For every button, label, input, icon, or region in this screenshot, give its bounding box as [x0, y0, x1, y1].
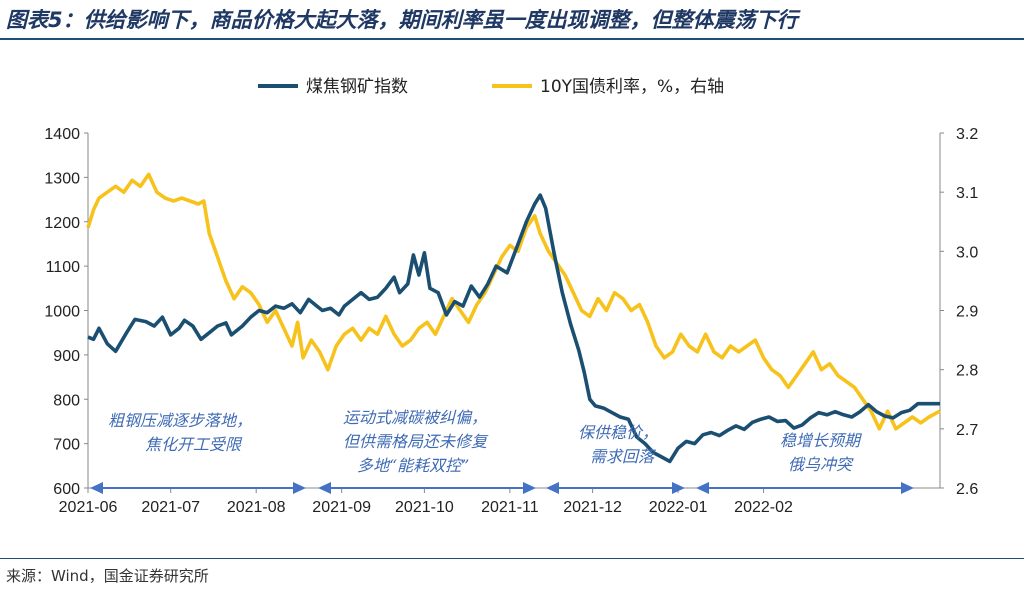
right-tick-label: 3.0: [956, 244, 978, 261]
period-arrow-head-left: [546, 482, 559, 494]
left-tick-label: 700: [53, 437, 80, 454]
annotation-2-line-2: 但供需格局还未修复: [343, 432, 489, 451]
period-arrow-head-left: [90, 482, 103, 494]
annotation-3-line-1: 保供稳价，: [578, 423, 658, 442]
period-arrow-head-right: [901, 482, 914, 494]
left-tick-label: 1000: [44, 304, 80, 321]
left-axis-ticks: 600 700 800 900 1000 1100 1200 1300 1400: [44, 126, 88, 498]
right-tick-label: 3.2: [956, 126, 978, 143]
line-chart: 煤焦钢矿指数 10Y国债利率，%，右轴 600 700 800 900 1000 1100…: [44, 77, 978, 516]
x-tick-label: 2021-07: [141, 499, 200, 516]
right-tick-label: 2.8: [956, 363, 978, 380]
left-tick-label: 600: [53, 481, 80, 498]
right-tick-label: 2.6: [956, 481, 978, 498]
legend: 煤焦钢矿指数 10Y国债利率，%，右轴: [258, 77, 724, 97]
left-tick-label: 1400: [44, 126, 80, 143]
footer-divider: [0, 558, 1024, 559]
period-arrows: [90, 482, 914, 494]
annotation-3: 保供稳价， 需求回落: [578, 423, 658, 466]
annotation-1-line-1: 粗钢压减逐步落地，: [108, 411, 252, 430]
left-tick-label: 1200: [44, 215, 80, 232]
right-tick-label: 2.9: [956, 304, 978, 321]
period-arrow-head-right: [293, 482, 306, 494]
period-arrow-head-left: [696, 482, 709, 494]
annotation-2-line-3: 多地“能耗双控”: [357, 456, 469, 475]
annotation-2-line-1: 运动式减碳被纠偏，: [343, 408, 487, 427]
left-tick-label: 900: [53, 348, 80, 365]
x-tick-label: 2021-12: [563, 499, 622, 516]
left-tick-label: 800: [53, 392, 80, 409]
series-layer: [86, 172, 941, 464]
right-axis-ticks: 2.6 2.7 2.8 2.9 3.0 3.1 3.2: [940, 126, 978, 498]
annotation-3-line-2: 需求回落: [590, 447, 657, 466]
x-tick-label: 2022-01: [649, 499, 708, 516]
legend-label-coal: 煤焦钢矿指数: [306, 77, 408, 97]
annotation-1: 粗钢压减逐步落地， 焦化开工受限: [108, 411, 252, 454]
chart-title: 图表5：供给影响下，商品价格大起大落，期间利率虽一度出现调整，但整体震荡下行: [6, 8, 798, 32]
annotation-4-line-1: 稳增长预期: [780, 431, 862, 450]
annotation-4: 稳增长预期 俄乌冲突: [780, 431, 862, 474]
left-tick-label: 1100: [46, 259, 81, 276]
series-line-10y-yield: [86, 172, 941, 431]
x-tick-label: 2021-06: [59, 499, 118, 516]
right-tick-label: 2.7: [956, 422, 978, 439]
legend-label-bond: 10Y国债利率，%，右轴: [540, 77, 724, 97]
right-tick-label: 3.1: [956, 185, 978, 202]
x-tick-label: 2021-10: [395, 499, 454, 516]
period-arrow-head-right: [672, 482, 685, 494]
series-line-coal-index: [87, 193, 940, 464]
period-arrow-head-right: [523, 482, 536, 494]
annotation-4-line-2: 俄乌冲突: [788, 455, 854, 474]
annotation-2: 运动式减碳被纠偏， 但供需格局还未修复 多地“能耗双控”: [343, 408, 489, 475]
title-divider: [0, 38, 1024, 40]
annotation-1-line-2: 焦化开工受限: [145, 435, 243, 454]
period-arrow-head-left: [318, 482, 331, 494]
x-tick-label: 2021-11: [481, 499, 539, 516]
x-tick-label: 2021-09: [312, 499, 371, 516]
x-tick-label: 2021-08: [227, 499, 286, 516]
x-axis-ticks: 2021-06 2021-07 2021-08 2021-09 2021-10 2021-…: [59, 488, 793, 516]
source-note: 来源：Wind，国金证券研究所: [6, 567, 209, 585]
x-tick-label: 2022-02: [734, 499, 793, 516]
left-tick-label: 1300: [44, 170, 80, 187]
